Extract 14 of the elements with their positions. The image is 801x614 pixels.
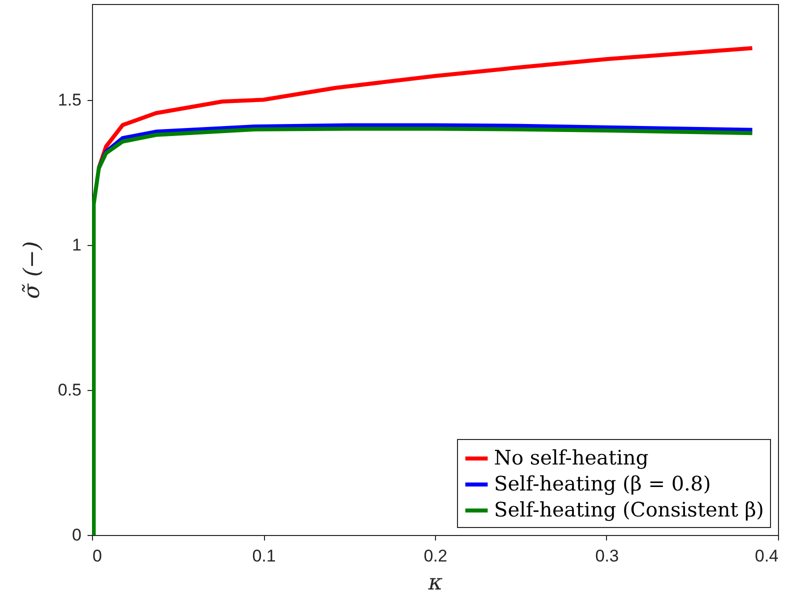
y-tick-label: 1.5: [58, 90, 82, 110]
y-tick-label: 1: [72, 235, 82, 254]
legend-label: No self-heating: [494, 446, 649, 470]
x-tick-label: 0: [92, 546, 102, 566]
y-tick-label: 0.5: [58, 380, 82, 400]
legend-label: Self-heating (Consistent β): [494, 498, 764, 522]
x-tick-label: 0.4: [754, 546, 778, 566]
y-tick-label: 0: [72, 526, 82, 544]
legend-label: Self-heating (β = 0.8): [494, 472, 711, 496]
x-tick-label: 0.2: [424, 546, 448, 566]
y-axis-title: σ̃ (−): [20, 241, 45, 299]
x-tick-label: 0.1: [252, 546, 276, 566]
x-tick-label: 0.3: [595, 546, 619, 566]
x-axis-title: κ: [427, 570, 444, 596]
